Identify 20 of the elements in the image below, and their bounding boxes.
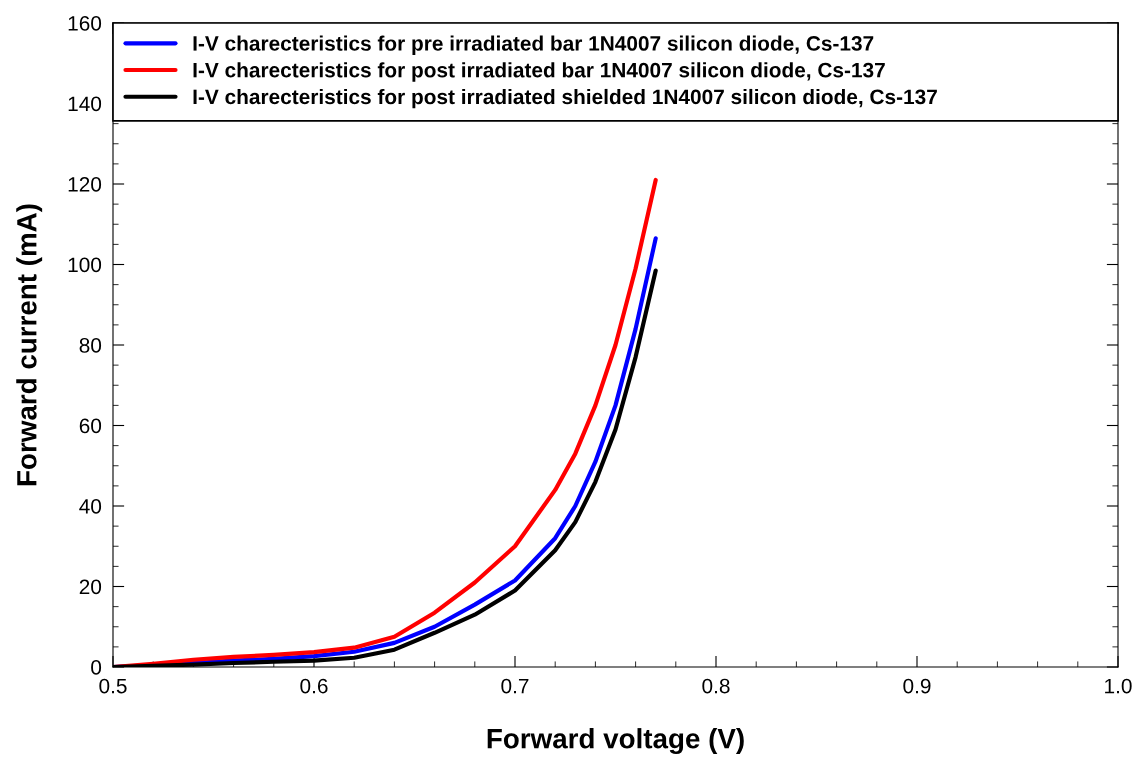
- x-tick-label: 0.7: [501, 678, 529, 694]
- y-tick-label: 120: [68, 177, 102, 192]
- y-tick-label: 60: [79, 418, 102, 434]
- y-tick-label: 20: [79, 579, 102, 595]
- x-tick-label: 1.0: [1105, 678, 1132, 694]
- x-tick-label: 0.5: [99, 678, 127, 694]
- y-tick-label: 160: [68, 16, 102, 31]
- y-tick-label: 80: [79, 338, 102, 353]
- legend-label: I-V charecteristics for post irradiated bar 1N4007 silicon diode, Cs-137: [193, 62, 885, 82]
- x-tick-label: 0.8: [702, 678, 730, 694]
- x-tick-label: 0.6: [300, 678, 328, 694]
- y-tick-label: 100: [68, 257, 102, 273]
- y-tick-label: 40: [79, 499, 102, 514]
- y-tick-label: 0: [91, 660, 102, 675]
- x-axis-title: Forward voltage (V): [487, 728, 744, 755]
- x-tick-label: 0.9: [903, 678, 931, 694]
- y-tick-label: 140: [68, 96, 102, 112]
- legend-label: I-V charecteristics for post irradiated shielded 1N4007 silicon diode, Cs-137: [193, 88, 937, 109]
- legend-label: I-V charecteristics for pre irradiated bar 1N4007 silicon diode, Cs-137: [193, 35, 874, 55]
- y-axis-title: Forward current (mA): [16, 204, 43, 486]
